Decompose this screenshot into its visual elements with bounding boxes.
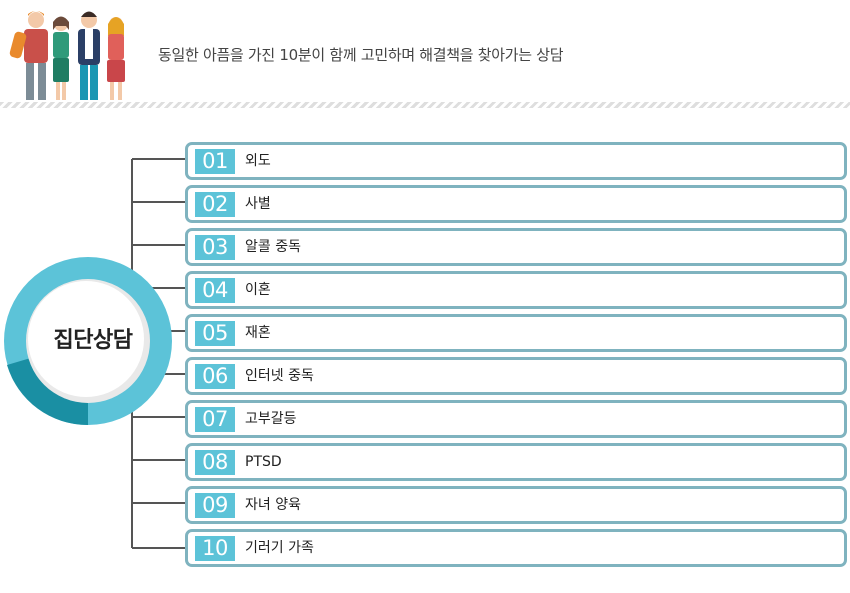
topic-number: 10 — [195, 536, 235, 561]
topic-number: 08 — [195, 450, 235, 475]
topic-label: 고부갈등 — [245, 411, 297, 427]
topic-number: 09 — [195, 493, 235, 518]
topic-label: 사별 — [245, 196, 271, 212]
topic-item[interactable]: 04 이혼 — [185, 271, 847, 309]
topic-label: 기러기 가족 — [245, 540, 314, 556]
topic-item[interactable]: 08 PTSD — [185, 443, 847, 481]
topic-number: 05 — [195, 321, 235, 346]
topic-item[interactable]: 10 기러기 가족 — [185, 529, 847, 567]
topic-number: 04 — [195, 278, 235, 303]
center-title: 집단상담 — [53, 328, 133, 353]
topic-item[interactable]: 02 사별 — [185, 185, 847, 223]
header-divider — [0, 102, 850, 108]
topic-number: 01 — [195, 149, 235, 174]
topic-item[interactable]: 07 고부갈등 — [185, 400, 847, 438]
topic-label: 알콜 중독 — [245, 239, 301, 255]
topic-number: 07 — [195, 407, 235, 432]
topic-number: 03 — [195, 235, 235, 260]
people-illustration — [9, 11, 125, 100]
header-tagline: 동일한 아픔을 가진 10분이 함께 고민하며 해결책을 찾아가는 상담 — [158, 46, 564, 64]
header: 동일한 아픔을 가진 10분이 함께 고민하며 해결책을 찾아가는 상담 — [0, 0, 850, 110]
group-counseling-donut — [4, 257, 172, 426]
topic-label: PTSD — [245, 454, 282, 470]
topic-label: 이혼 — [245, 282, 271, 298]
topic-item[interactable]: 03 알콜 중독 — [185, 228, 847, 266]
topic-label: 자녀 양육 — [245, 497, 301, 513]
topic-label: 재혼 — [245, 325, 271, 341]
topic-item[interactable]: 06 인터넷 중독 — [185, 357, 847, 395]
topic-item[interactable]: 05 재혼 — [185, 314, 847, 352]
topic-item[interactable]: 09 자녀 양육 — [185, 486, 847, 524]
topic-number: 06 — [195, 364, 235, 389]
topic-number: 02 — [195, 192, 235, 217]
topic-label: 인터넷 중독 — [245, 368, 314, 384]
topic-item[interactable]: 01 외도 — [185, 142, 847, 180]
topic-label: 외도 — [245, 153, 271, 169]
